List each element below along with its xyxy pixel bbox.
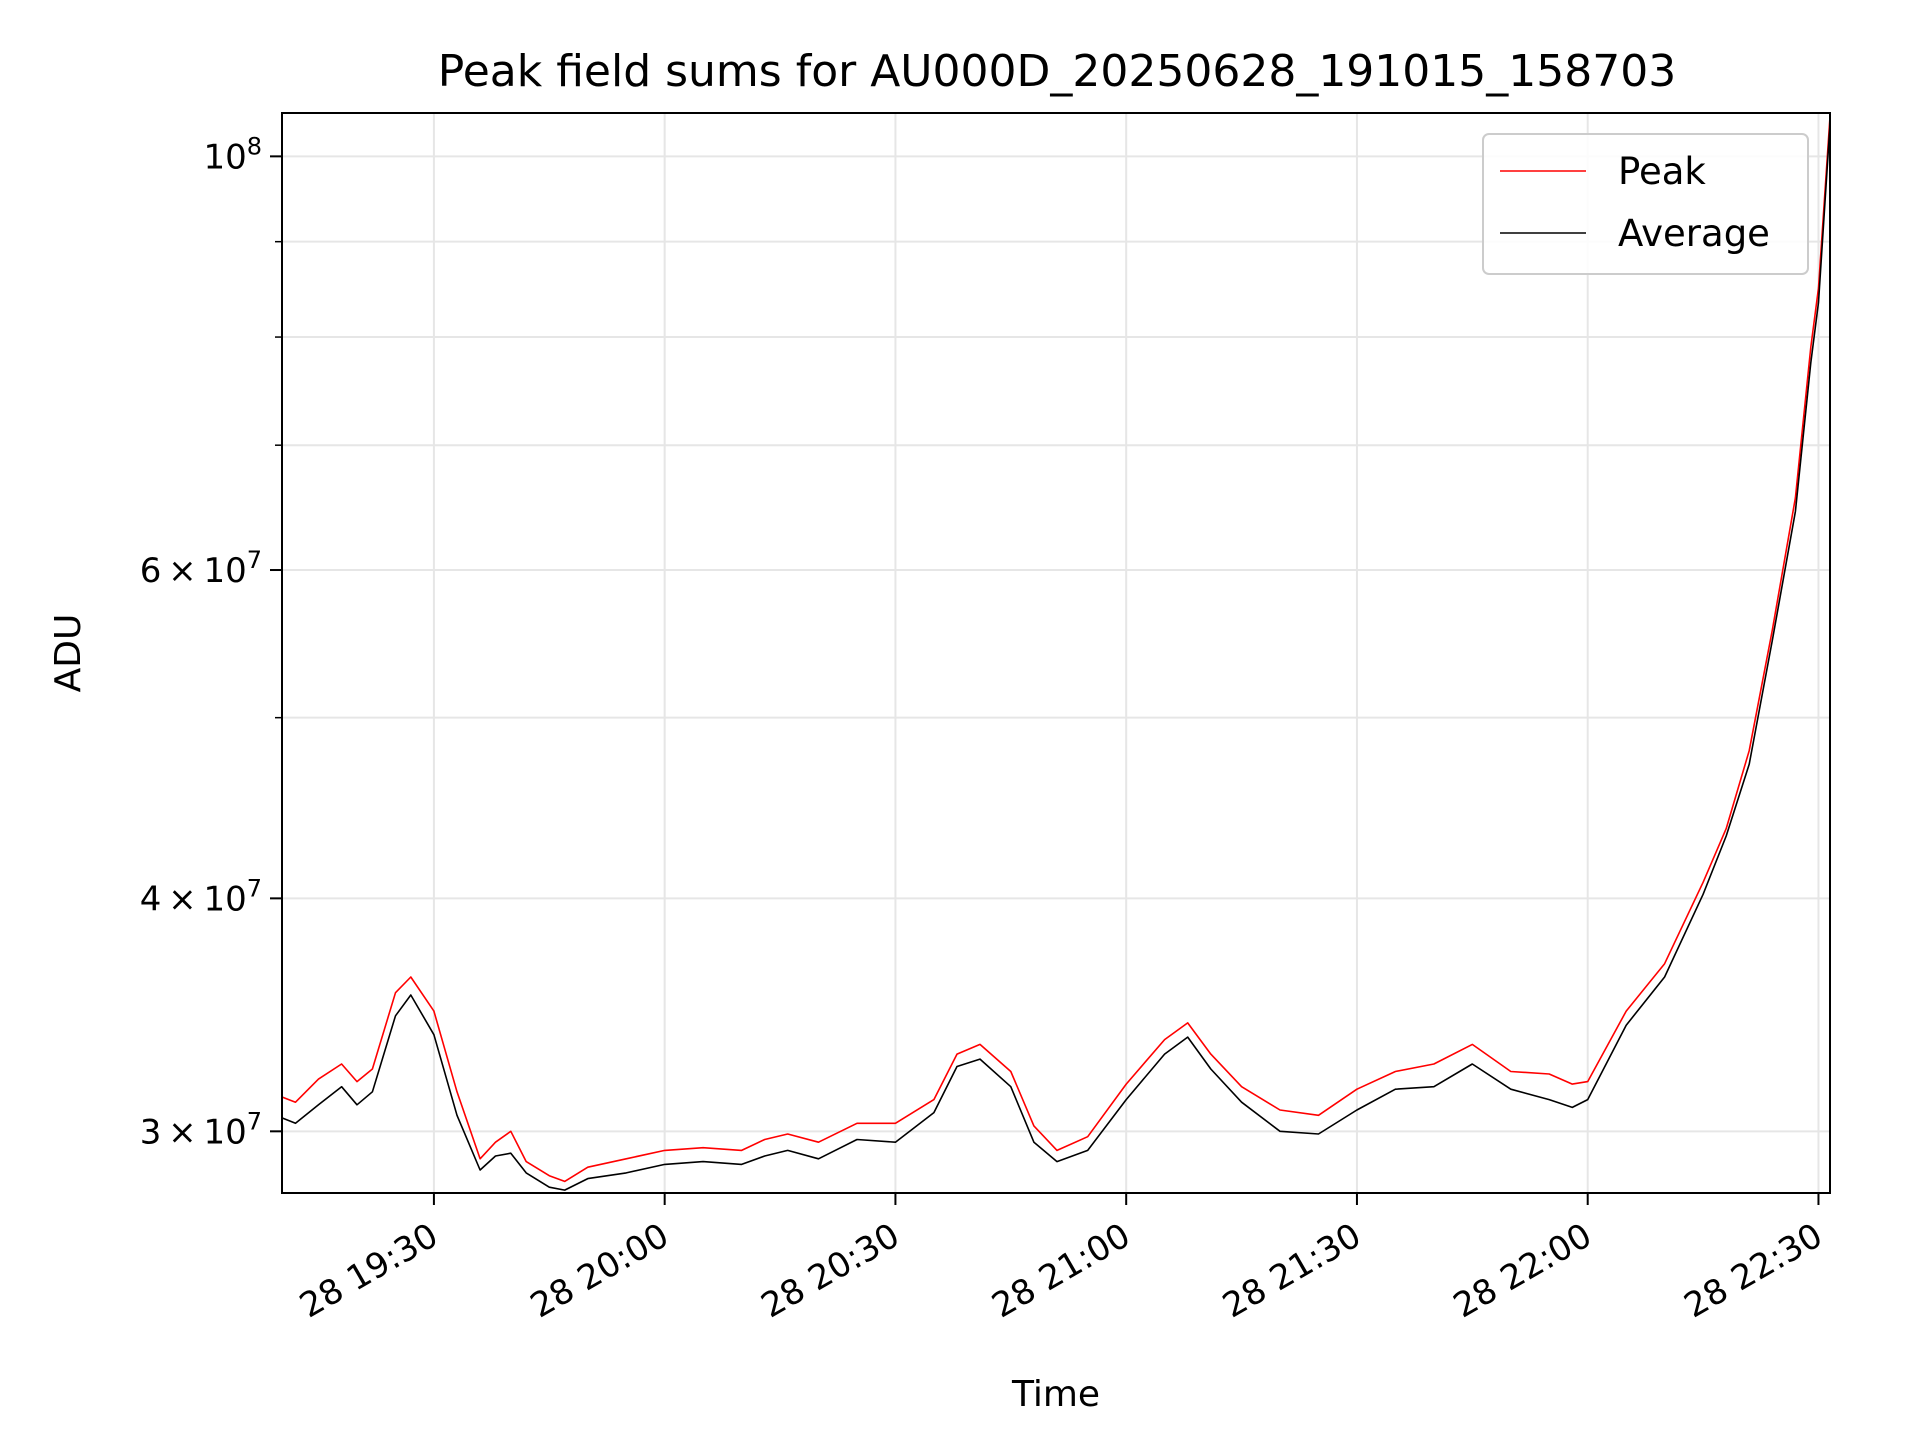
y-axis: 3 × 107 4 × 107 6 × 107 108 <box>140 132 282 1152</box>
legend-box <box>1482 133 1809 275</box>
y-tick-label: 6 × 107 <box>140 546 262 591</box>
series-layer <box>281 116 1831 1191</box>
x-axis-label: Time <box>1011 1374 1100 1415</box>
y-tick-label: 4 × 107 <box>140 874 262 919</box>
series-line-peak <box>281 116 1831 1183</box>
chart-title: Peak field sums for AU000D_20250628_1910… <box>438 46 1677 97</box>
y-tick-label: 3 × 107 <box>140 1107 262 1152</box>
plot-frame <box>281 112 1831 1194</box>
legend: Peak Average <box>1482 133 1809 275</box>
y-axis-label: ADU <box>48 614 89 693</box>
legend-label-average: Average <box>1618 212 1770 255</box>
series-line-average <box>281 124 1831 1191</box>
y-tick-label: 108 <box>203 132 262 177</box>
legend-label-peak: Peak <box>1618 150 1706 193</box>
